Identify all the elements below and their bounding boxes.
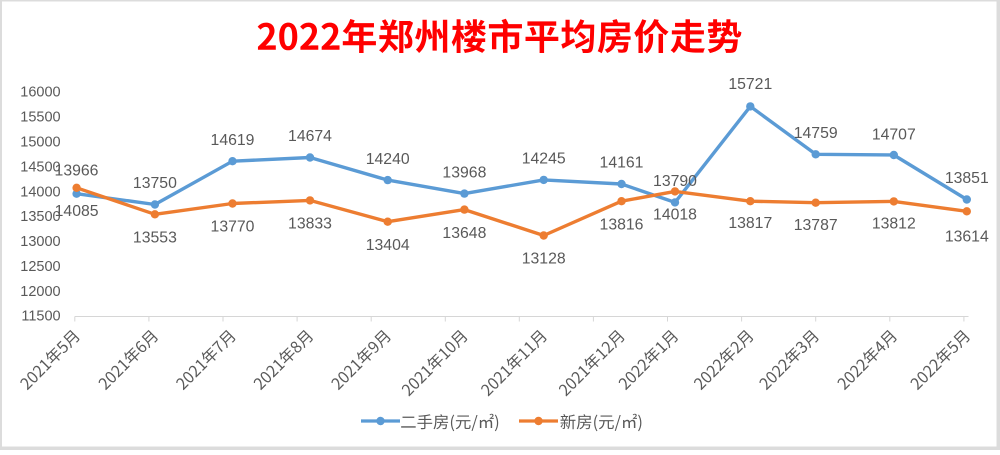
svg-text:14619: 14619 (211, 132, 255, 149)
svg-text:14085: 14085 (55, 203, 99, 220)
svg-text:13648: 13648 (442, 225, 486, 242)
svg-text:14674: 14674 (288, 128, 332, 145)
svg-text:14240: 14240 (366, 151, 410, 168)
svg-text:13851: 13851 (945, 170, 989, 187)
svg-text:13128: 13128 (522, 251, 566, 268)
svg-text:15500: 15500 (20, 110, 60, 126)
svg-text:13404: 13404 (366, 237, 410, 254)
svg-text:14018: 14018 (653, 206, 697, 223)
svg-text:13812: 13812 (872, 216, 916, 233)
svg-text:12000: 12000 (20, 284, 60, 300)
svg-text:13833: 13833 (288, 216, 332, 233)
svg-text:13817: 13817 (728, 215, 772, 232)
svg-text:14759: 14759 (794, 125, 838, 142)
svg-text:13553: 13553 (133, 230, 177, 247)
svg-text:15000: 15000 (20, 135, 60, 151)
svg-text:15721: 15721 (728, 76, 772, 93)
svg-text:13968: 13968 (442, 164, 486, 181)
svg-text:14000: 14000 (20, 184, 60, 200)
svg-text:14500: 14500 (20, 159, 60, 175)
svg-text:16000: 16000 (20, 85, 60, 101)
svg-text:13614: 13614 (945, 229, 989, 246)
svg-text:13790: 13790 (653, 173, 697, 190)
svg-text:12500: 12500 (20, 259, 60, 275)
svg-text:14707: 14707 (872, 127, 916, 144)
svg-text:14161: 14161 (600, 155, 644, 172)
svg-text:13750: 13750 (133, 175, 177, 192)
svg-text:13787: 13787 (794, 217, 838, 234)
svg-text:13500: 13500 (20, 209, 60, 225)
svg-text:13966: 13966 (55, 163, 99, 180)
svg-text:13816: 13816 (600, 216, 644, 233)
svg-text:13770: 13770 (211, 219, 255, 236)
svg-text:14245: 14245 (522, 151, 566, 168)
svg-text:11500: 11500 (21, 309, 60, 325)
svg-text:13000: 13000 (20, 234, 60, 250)
